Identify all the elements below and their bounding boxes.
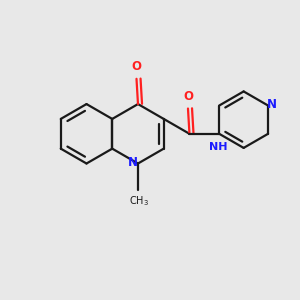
Text: N: N	[128, 156, 138, 169]
Text: N: N	[267, 98, 277, 111]
Text: CH$_3$: CH$_3$	[129, 194, 149, 208]
Text: O: O	[131, 60, 142, 74]
Text: O: O	[183, 90, 193, 103]
Text: NH: NH	[208, 142, 227, 152]
